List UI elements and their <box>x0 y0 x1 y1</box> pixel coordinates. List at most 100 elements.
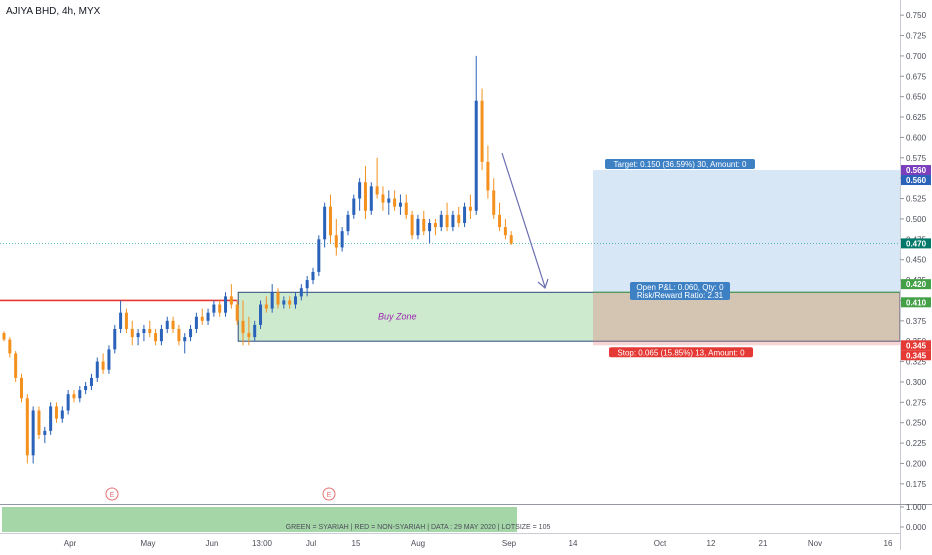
candle <box>159 324 163 346</box>
candle-body <box>189 328 193 338</box>
y-tick-label: 0.750 <box>906 11 927 20</box>
candle <box>463 202 467 228</box>
candle-body <box>218 304 222 313</box>
y-tick-label: 0.300 <box>906 378 927 387</box>
price-tag <box>901 350 931 361</box>
candle <box>235 300 239 325</box>
x-tick-label: Aug <box>411 539 425 548</box>
candle-body <box>259 304 263 325</box>
candle <box>363 165 367 219</box>
candle <box>49 402 53 435</box>
candle <box>486 145 490 199</box>
candle <box>14 350 18 382</box>
candle-body <box>416 218 420 236</box>
candle-body <box>433 223 437 228</box>
candle-body <box>43 430 47 435</box>
candle <box>253 320 257 342</box>
earnings-event-icon[interactable] <box>322 487 336 501</box>
candle-body <box>101 361 105 370</box>
projection-arrow[interactable] <box>501 152 546 288</box>
candle <box>474 55 478 215</box>
candle <box>130 320 134 346</box>
candle <box>369 182 373 215</box>
candle-body <box>19 377 23 399</box>
y-tick-label: 0.575 <box>906 154 927 163</box>
candle <box>119 300 123 334</box>
price-tag-label: 0.560 <box>906 176 927 185</box>
candle <box>19 373 23 403</box>
candle-body <box>206 312 210 321</box>
candle-body <box>148 328 152 334</box>
candle-body <box>305 280 309 289</box>
sub-tick-label: 0.000 <box>906 523 927 532</box>
candle-body <box>311 271 315 281</box>
candle-body <box>264 304 268 309</box>
candle-body <box>130 328 134 338</box>
candle-body <box>486 161 490 191</box>
candle <box>317 235 321 276</box>
candle-body <box>54 406 58 419</box>
candle <box>468 194 472 219</box>
candle-body <box>270 292 274 309</box>
candle <box>509 231 513 246</box>
candle <box>89 373 93 391</box>
buy-zone-rect[interactable] <box>237 291 901 342</box>
candle <box>60 406 64 423</box>
candle <box>503 218 507 240</box>
candle <box>433 218 437 236</box>
candle <box>393 190 397 211</box>
candle-body <box>136 333 140 338</box>
stop-zone[interactable] <box>593 292 900 346</box>
candle-body <box>124 312 128 329</box>
candle-body <box>428 223 432 232</box>
candle-body <box>398 202 402 207</box>
x-tick-label: 16 <box>884 539 893 548</box>
candle <box>311 267 315 285</box>
candle <box>375 157 379 199</box>
candle <box>358 178 362 211</box>
candle-body <box>352 198 356 215</box>
candle-body <box>276 292 280 305</box>
candle-body <box>60 410 64 419</box>
candle-body <box>171 320 175 329</box>
x-tick-label: 14 <box>569 539 578 548</box>
candle-body <box>317 239 321 272</box>
candle <box>398 194 402 215</box>
target-label: Target: 0.150 (36.59%) 30, Amount: 0 <box>614 160 748 169</box>
candle-body <box>503 227 507 236</box>
candle <box>194 312 198 334</box>
candle-body <box>159 328 163 342</box>
candle <box>457 206 461 228</box>
y-tick-label: 0.500 <box>906 215 927 224</box>
candle-body <box>2 333 6 340</box>
target-zone[interactable] <box>593 170 900 293</box>
candle <box>264 296 268 313</box>
candle <box>142 324 146 342</box>
candle-body <box>224 296 228 313</box>
candle <box>78 386 82 403</box>
x-tick-label: 21 <box>759 539 768 548</box>
candle-body <box>212 304 216 313</box>
candle-body <box>49 406 53 431</box>
candle <box>241 300 245 346</box>
candle <box>381 186 385 211</box>
candle <box>498 202 502 232</box>
earnings-event-icon[interactable] <box>105 487 119 501</box>
candle <box>288 296 292 309</box>
candle <box>305 275 309 297</box>
candle <box>299 284 303 301</box>
candle <box>8 337 12 358</box>
price-tag-label: 0.420 <box>906 280 927 289</box>
y-tick-label: 0.200 <box>906 459 927 468</box>
candle <box>212 300 216 317</box>
x-tick-label: Jul <box>306 539 316 548</box>
candle <box>323 202 327 248</box>
y-tick-label: 0.375 <box>906 317 927 326</box>
price-tag <box>901 340 931 351</box>
candle-body <box>154 333 158 342</box>
x-tick-label: May <box>140 539 155 548</box>
x-tick-label: 15 <box>352 539 361 548</box>
price-tag <box>901 238 931 249</box>
